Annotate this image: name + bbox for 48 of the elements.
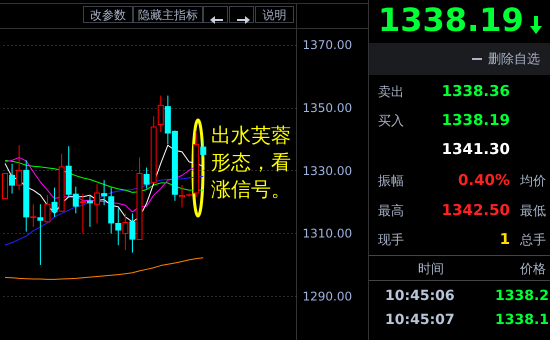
text: 时间 [418, 261, 444, 278]
text: 1338.2 [495, 288, 550, 304]
text: 价格 [520, 261, 546, 278]
text: 10:45:06 [385, 288, 455, 304]
text: 10:45:07 [385, 312, 455, 328]
candlestick [158, 95, 164, 133]
line-series [4, 176, 204, 246]
candlestick [129, 212, 136, 254]
candlestick [86, 194, 93, 228]
text: 1338.19 [378, 0, 524, 40]
line-series [4, 160, 204, 193]
y-tick-label: 1290.00 [302, 290, 352, 304]
text: 隐藏主指标 [133, 6, 203, 23]
candlestick [30, 204, 36, 228]
text: 振幅 [378, 173, 404, 190]
text: 0.40% [456, 171, 510, 189]
candlestick [122, 212, 128, 251]
text: 1341.30 [440, 140, 510, 158]
candlestick [101, 180, 108, 206]
candlestick [37, 204, 44, 266]
candlestick [200, 140, 206, 158]
text: 出水芙蓉形态，看涨信号。 [211, 122, 292, 203]
candlestick [52, 187, 58, 218]
text: 1338.36 [440, 82, 510, 100]
text: 现手 [378, 232, 404, 249]
candlestick [94, 184, 100, 224]
text: 最低 [520, 203, 546, 220]
text: 改参数 [83, 6, 133, 23]
text: 1338.19 [440, 111, 510, 129]
y-tick-label: 1350.00 [302, 101, 352, 116]
candlestick [144, 167, 150, 190]
text: 1 [498, 230, 510, 248]
text: 1338.1 [495, 312, 550, 328]
y-tick-label: 1330.00 [302, 164, 352, 178]
y-tick-label: 1370.00 [302, 38, 352, 52]
candlestick [9, 163, 16, 194]
text: 说明 [255, 6, 294, 23]
text: 总手 [520, 232, 546, 249]
candlestick [16, 144, 22, 191]
candlestick [44, 194, 50, 223]
text: 卖出 [378, 84, 404, 101]
text: 最高 [378, 203, 404, 220]
text: 删除自选 [488, 51, 540, 68]
line-series [4, 257, 204, 280]
y-tick-label: 1310.00 [302, 226, 352, 241]
text: 1342.50 [440, 201, 510, 219]
text: 均价 [520, 173, 546, 190]
text: 买入 [378, 113, 404, 130]
